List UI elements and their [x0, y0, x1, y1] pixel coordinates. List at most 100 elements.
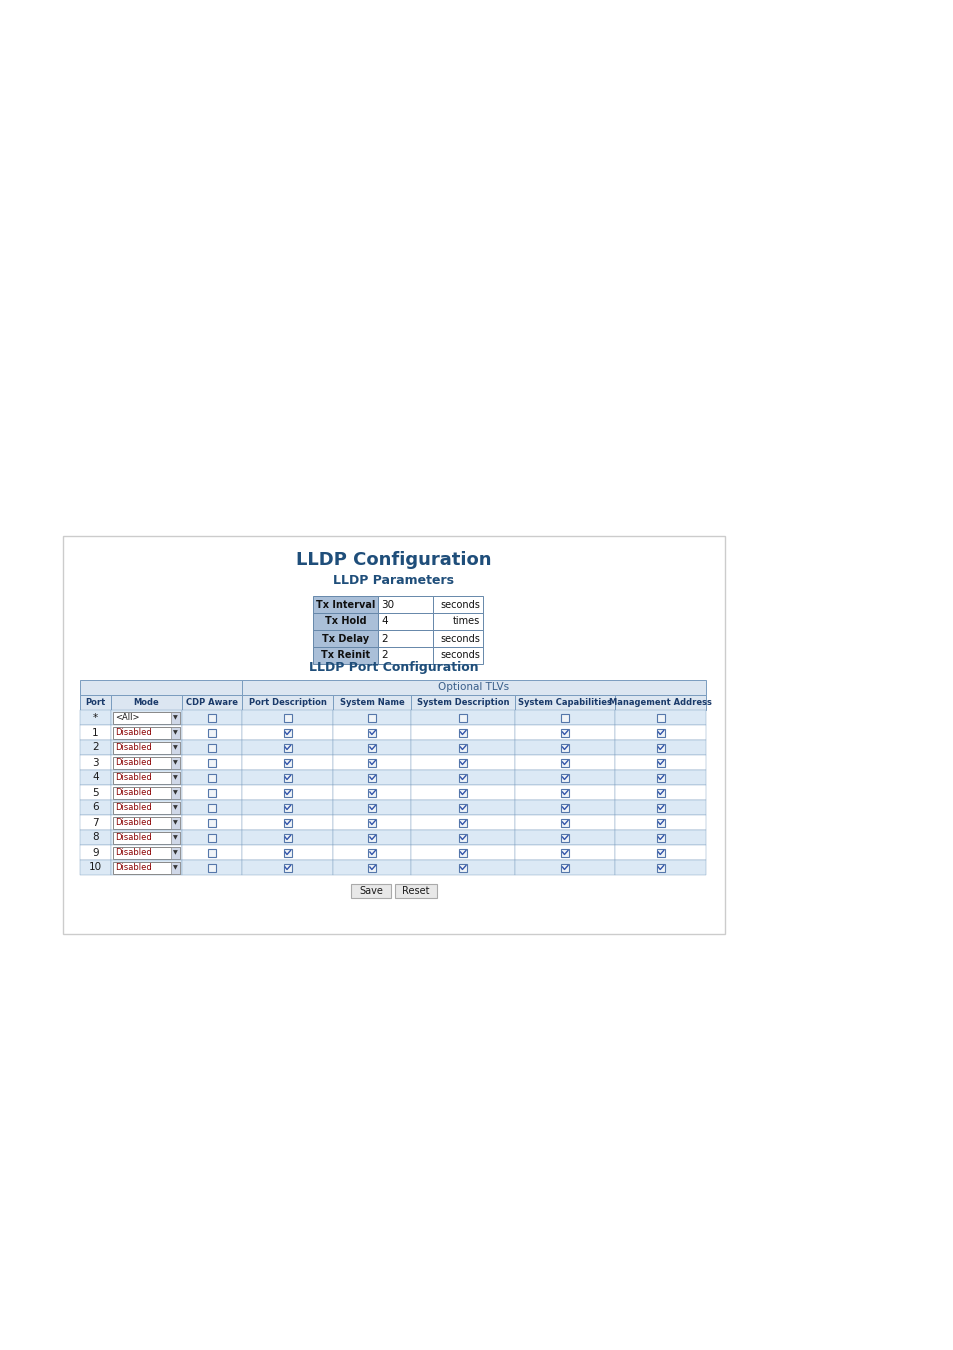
Bar	[182, 801, 241, 815]
Bar	[241, 769, 333, 784]
Text: *: *	[92, 713, 98, 722]
Text: Port: Port	[85, 698, 106, 707]
Bar	[514, 769, 615, 784]
Text: <All>: <All>	[114, 713, 139, 722]
Bar	[182, 830, 241, 845]
Bar	[514, 860, 615, 875]
Bar	[433, 595, 482, 613]
Bar	[514, 784, 615, 801]
Bar	[458, 759, 466, 767]
Text: 2: 2	[380, 633, 387, 644]
Text: 5: 5	[92, 787, 99, 798]
Bar	[615, 830, 705, 845]
Bar	[333, 815, 411, 830]
Bar	[560, 774, 568, 782]
Text: Disabled: Disabled	[114, 788, 152, 796]
Text: ▼: ▼	[173, 745, 177, 751]
Text: seconds: seconds	[439, 651, 479, 660]
Bar	[656, 714, 664, 721]
Bar	[368, 744, 376, 752]
Bar	[283, 864, 292, 872]
Text: Disabled: Disabled	[114, 848, 152, 857]
Bar	[283, 729, 292, 737]
Text: Mode: Mode	[133, 698, 159, 707]
Bar	[333, 784, 411, 801]
Bar	[458, 729, 466, 737]
Text: 9: 9	[92, 848, 99, 857]
Text: LLDP Configuration: LLDP Configuration	[296, 551, 491, 568]
Bar	[411, 845, 514, 860]
Bar	[377, 595, 433, 613]
Bar	[333, 725, 411, 740]
Bar	[112, 846, 180, 859]
Text: Reset: Reset	[402, 886, 429, 896]
Bar	[433, 613, 482, 630]
Bar	[433, 630, 482, 647]
Text: ▼: ▼	[173, 850, 177, 855]
FancyBboxPatch shape	[395, 884, 436, 898]
Bar	[368, 818, 376, 826]
Text: 8: 8	[92, 833, 99, 842]
Bar	[368, 833, 376, 841]
Bar	[208, 759, 215, 767]
Text: System Name: System Name	[339, 698, 404, 707]
Bar	[111, 710, 182, 725]
Bar	[368, 759, 376, 767]
Bar	[656, 864, 664, 872]
Bar	[514, 815, 615, 830]
Bar	[656, 774, 664, 782]
Bar	[560, 788, 568, 796]
Bar	[241, 815, 333, 830]
Bar	[656, 818, 664, 826]
Bar	[241, 725, 333, 740]
Text: Disabled: Disabled	[114, 743, 152, 752]
Bar	[368, 729, 376, 737]
Bar	[411, 725, 514, 740]
Bar	[615, 710, 705, 725]
Bar	[615, 860, 705, 875]
Bar	[560, 803, 568, 811]
Bar	[171, 787, 180, 798]
Bar	[514, 695, 615, 710]
Bar	[411, 710, 514, 725]
Text: LLDP Port Configuration: LLDP Port Configuration	[309, 662, 478, 675]
Bar	[656, 729, 664, 737]
Text: Disabled: Disabled	[114, 728, 152, 737]
Bar	[112, 861, 180, 873]
Bar	[182, 860, 241, 875]
Bar	[241, 801, 333, 815]
Bar	[560, 729, 568, 737]
Bar	[656, 744, 664, 752]
Text: Disabled: Disabled	[114, 818, 152, 828]
Bar	[80, 830, 111, 845]
Bar	[333, 830, 411, 845]
Text: Port Description: Port Description	[249, 698, 326, 707]
Bar	[411, 769, 514, 784]
Bar	[333, 710, 411, 725]
Text: 30: 30	[380, 599, 394, 609]
Bar	[458, 774, 466, 782]
Text: seconds: seconds	[439, 633, 479, 644]
Text: ▼: ▼	[173, 716, 177, 720]
Bar	[182, 740, 241, 755]
Bar	[208, 788, 215, 796]
Bar	[241, 860, 333, 875]
Bar	[458, 849, 466, 856]
Text: Tx Delay: Tx Delay	[321, 633, 369, 644]
Text: System Capabilities: System Capabilities	[517, 698, 611, 707]
Bar	[112, 832, 180, 844]
Bar	[514, 710, 615, 725]
Text: Disabled: Disabled	[114, 803, 152, 811]
Bar	[514, 740, 615, 755]
Bar	[656, 803, 664, 811]
Text: times: times	[453, 617, 479, 626]
Bar	[241, 755, 333, 770]
Bar	[171, 846, 180, 859]
Bar	[411, 815, 514, 830]
Bar	[182, 769, 241, 784]
Bar	[241, 845, 333, 860]
Bar	[411, 860, 514, 875]
Bar	[514, 725, 615, 740]
Bar	[411, 801, 514, 815]
Bar	[333, 695, 411, 710]
